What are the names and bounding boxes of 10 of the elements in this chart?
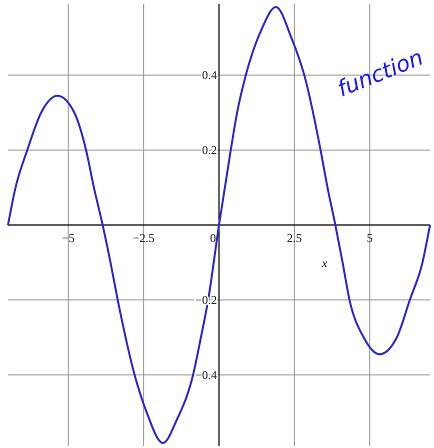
x-tick-label: 0 <box>210 231 216 245</box>
x-tick-label: −5 <box>62 231 75 245</box>
y-tick-label: 0.2 <box>202 143 217 158</box>
x-tick-label: 5 <box>366 231 373 245</box>
x-axis-title: x <box>320 256 328 270</box>
line-series <box>7 6 431 444</box>
y-tick-label: 0.4 <box>202 68 217 82</box>
x-tick-label: −2.5 <box>132 231 155 245</box>
x-tick-label: 2.5 <box>286 231 302 245</box>
y-tick-label: −0.4 <box>195 368 217 382</box>
